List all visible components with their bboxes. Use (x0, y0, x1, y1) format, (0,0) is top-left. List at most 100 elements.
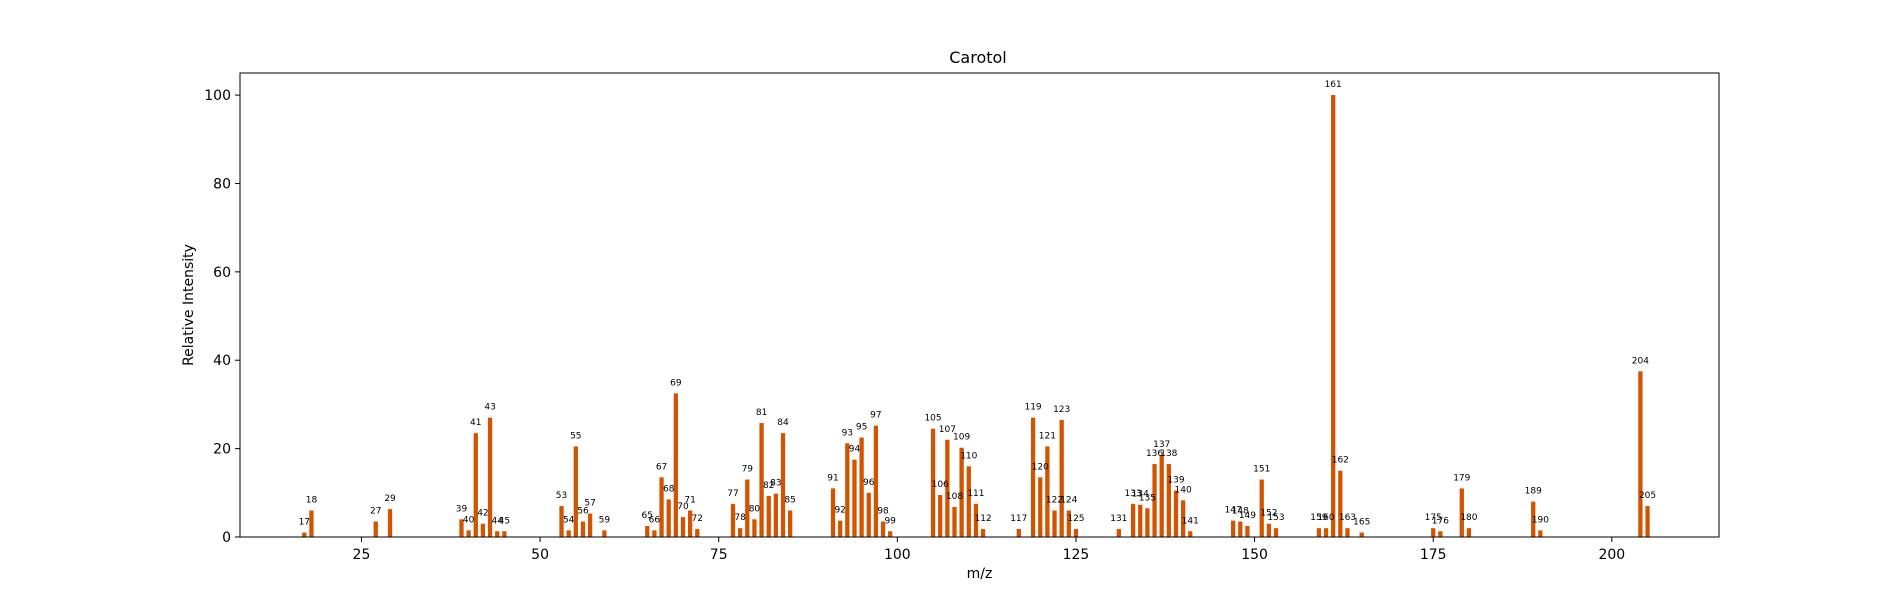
bar (687, 510, 693, 537)
bar (930, 428, 936, 537)
bar-label: 117 (1010, 514, 1027, 524)
x-axis: 25 50 75 100 125 150 175 200 (353, 537, 1625, 563)
bar-label: 189 (1525, 487, 1542, 497)
bar (302, 532, 307, 537)
bar-label: 79 (742, 465, 754, 475)
bar-label: 71 (684, 495, 695, 505)
bar-label: 122 (1046, 495, 1063, 505)
bar (666, 499, 671, 537)
bar (1188, 531, 1193, 537)
bar-label: 111 (967, 489, 984, 499)
bar (745, 479, 750, 537)
bar-label: 149 (1239, 511, 1256, 521)
bar-label: 123 (1053, 405, 1070, 415)
bar-label: 67 (656, 462, 667, 472)
bar (559, 506, 564, 537)
bar (566, 530, 571, 537)
bar-label: 72 (692, 514, 703, 524)
bar-label: 56 (577, 507, 589, 517)
bar-label: 153 (1267, 513, 1284, 523)
y-axis: 0 20 40 60 80 100 (204, 88, 240, 546)
bar-label: 148 (1232, 507, 1249, 517)
bar-label: 205 (1639, 491, 1656, 501)
y-tick-label: 20 (213, 442, 231, 458)
bar-label: 59 (599, 515, 611, 525)
bar-label: 134 (1132, 490, 1149, 500)
bar-label: 138 (1160, 449, 1177, 459)
bar (487, 417, 493, 537)
bar (1173, 490, 1179, 537)
bar (1538, 530, 1543, 537)
bar-label: 161 (1325, 80, 1342, 90)
bar-label: 147 (1225, 506, 1242, 516)
bar-label: 53 (556, 491, 567, 501)
bar-label: 42 (477, 509, 488, 519)
bar (773, 493, 779, 537)
bar-label: 70 (677, 502, 689, 512)
bar-label: 107 (939, 425, 956, 435)
bar-label: 125 (1067, 514, 1084, 524)
bar (695, 529, 700, 537)
bar-label: 97 (870, 411, 881, 421)
bar (1180, 500, 1186, 537)
bar (680, 517, 686, 537)
x-tick-label: 100 (884, 547, 911, 563)
bar (1238, 521, 1243, 537)
bar-label: 18 (306, 495, 318, 505)
bar-label: 29 (384, 494, 396, 504)
bar (1338, 470, 1343, 537)
bar (1030, 417, 1036, 537)
bar (845, 443, 850, 537)
bar-label: 57 (584, 499, 595, 509)
bar-label: 176 (1432, 516, 1449, 526)
bar (1431, 528, 1436, 537)
bar-label: 119 (1024, 403, 1041, 413)
bar-label: 120 (1032, 462, 1049, 472)
bar-label: 96 (863, 478, 875, 488)
bar-label: 69 (670, 378, 682, 388)
bar (1231, 520, 1236, 537)
bar-label: 55 (570, 431, 581, 441)
bar (1130, 503, 1136, 537)
bar (1245, 525, 1250, 537)
bar-label: 92 (834, 506, 845, 516)
y-axis-label: Relative Intensity (181, 244, 197, 366)
bar (1438, 531, 1443, 537)
bar-label: 175 (1425, 513, 1442, 523)
bar (730, 503, 736, 537)
bar (738, 528, 743, 537)
bar (1045, 446, 1050, 537)
bar (673, 393, 678, 537)
bar-label: 180 (1460, 513, 1477, 523)
bar-label: 43 (484, 403, 495, 413)
bar (502, 531, 507, 537)
bar (602, 530, 607, 537)
bar-label: 99 (884, 516, 896, 526)
bar-label: 94 (849, 445, 861, 455)
bar-label: 204 (1632, 356, 1649, 366)
bar-label: 121 (1039, 431, 1056, 441)
bar (580, 521, 586, 537)
bar-label: 54 (563, 515, 575, 525)
plot-area-frame (239, 72, 1720, 538)
bar (1166, 464, 1171, 537)
bar-label: 141 (1182, 516, 1199, 526)
bar (945, 439, 950, 537)
bar-label: 68 (663, 484, 675, 494)
bar-label: 77 (727, 489, 738, 499)
bar-series (302, 95, 1650, 537)
bar-label: 93 (842, 428, 853, 438)
bar (859, 437, 864, 537)
bar (587, 513, 593, 537)
bar (780, 433, 786, 537)
bar (866, 492, 871, 537)
bar-label: 190 (1532, 515, 1549, 525)
bar-label: 45 (499, 516, 510, 526)
bar-label: 80 (749, 504, 761, 514)
bar-label: 162 (1332, 456, 1349, 466)
bar-label: 106 (932, 480, 949, 490)
bar-label: 110 (960, 451, 977, 461)
bar (759, 422, 764, 537)
bar (466, 530, 471, 537)
bar (766, 495, 771, 537)
